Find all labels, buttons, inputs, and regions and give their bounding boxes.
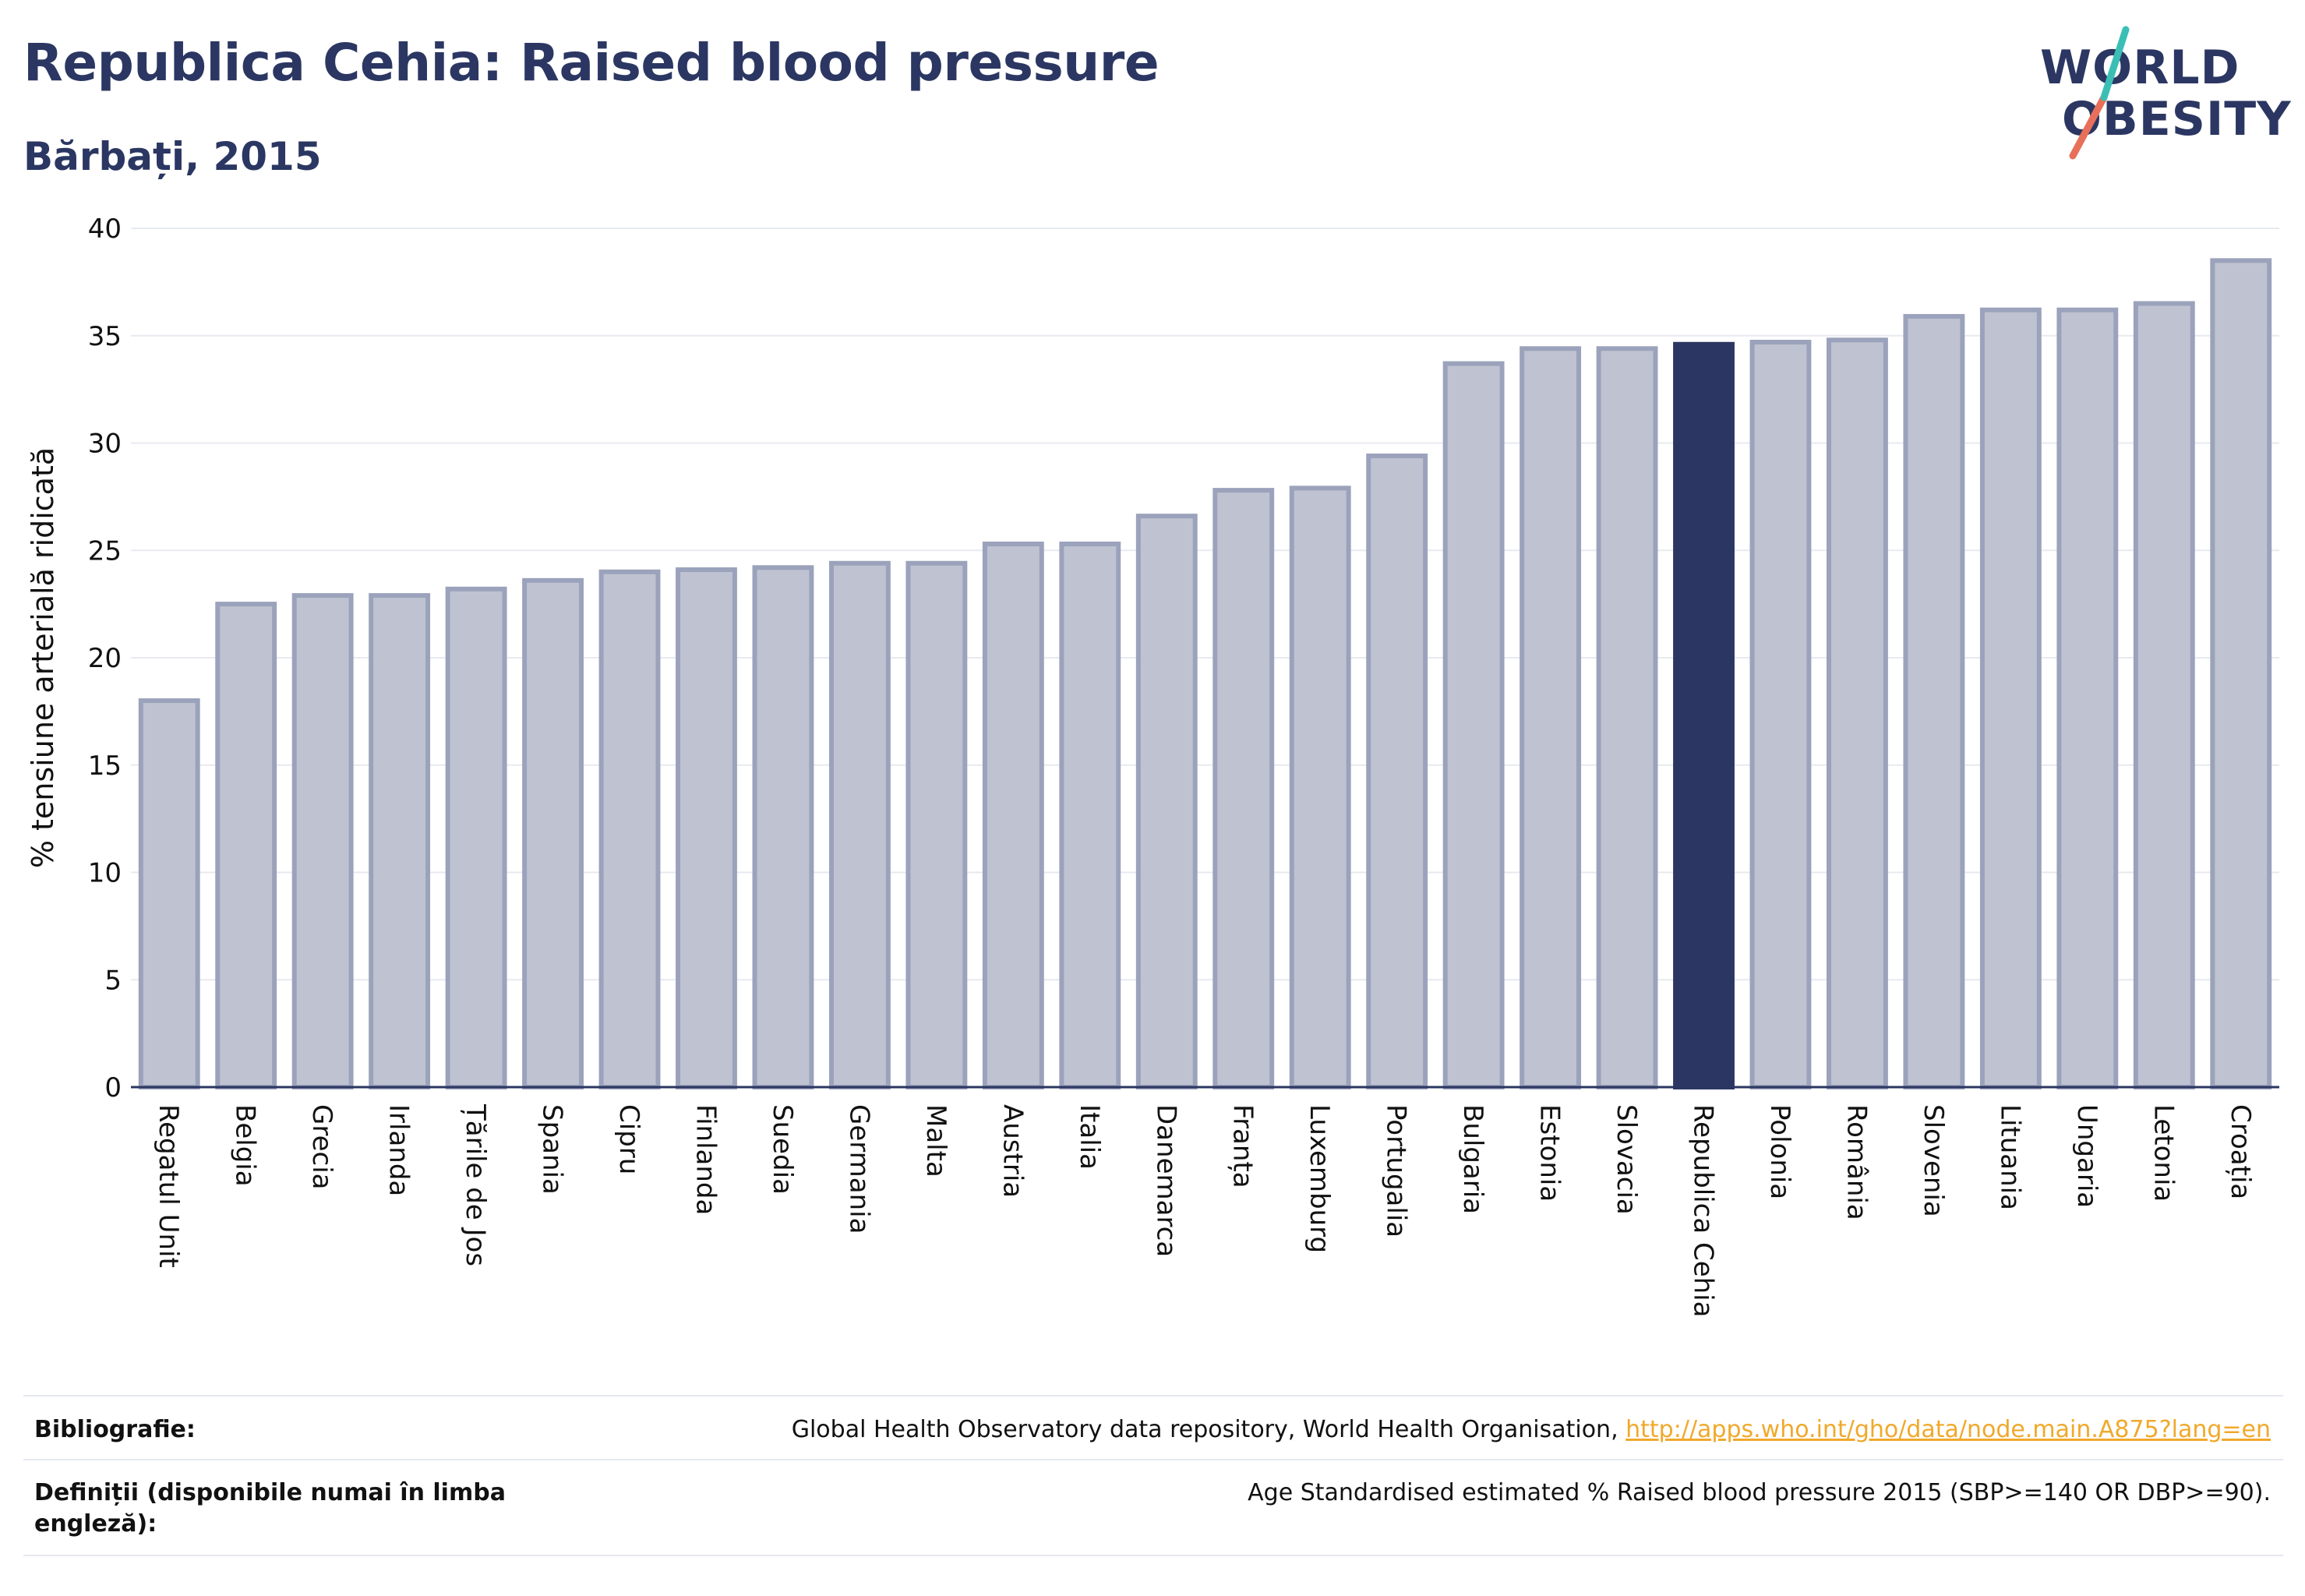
x-tick-label: Belgia xyxy=(230,1104,261,1187)
bibliography-text: Global Health Observatory data repositor… xyxy=(791,1416,1626,1443)
y-tick-label: 15 xyxy=(88,750,122,782)
x-tick-label: Estonia xyxy=(1534,1104,1565,1202)
definitions-label: Definiții (disponibile numai în limba en… xyxy=(34,1479,506,1538)
x-tick-label: Polonia xyxy=(1764,1104,1795,1199)
x-tick-label: Danemarca xyxy=(1150,1104,1181,1257)
x-tick-label: Spania xyxy=(537,1104,568,1195)
x-tick-label: Portugalia xyxy=(1381,1104,1412,1238)
x-tick-label: Grecia xyxy=(306,1104,337,1189)
x-tick-label: Regatul Unit xyxy=(153,1104,184,1268)
x-tick-label: Italia xyxy=(1074,1104,1105,1170)
x-tick-label: Bulgaria xyxy=(1457,1104,1488,1214)
x-tick-label: Irlanda xyxy=(383,1104,415,1196)
bar xyxy=(215,602,277,1089)
x-tick-label: Letonia xyxy=(2148,1104,2179,1202)
bibliography-label: Bibliografie: xyxy=(34,1416,196,1443)
bar xyxy=(522,577,584,1089)
y-tick-label: 20 xyxy=(88,643,122,674)
footer-divider-middle xyxy=(23,1459,2283,1460)
bar xyxy=(291,593,354,1089)
y-tick-label: 5 xyxy=(104,965,122,996)
bar xyxy=(1903,313,1965,1089)
bibliography-value: Global Health Observatory data repositor… xyxy=(792,1414,2271,1446)
bar xyxy=(676,567,737,1089)
bar xyxy=(1749,340,1812,1089)
logo-slash-icon xyxy=(2069,26,2130,160)
y-tick-label: 25 xyxy=(88,535,122,567)
bar xyxy=(2210,258,2272,1090)
bar xyxy=(982,541,1044,1089)
x-tick-label: Croația xyxy=(2225,1104,2256,1199)
x-tick-label: Franța xyxy=(1227,1104,1258,1188)
bar xyxy=(1596,346,1658,1089)
y-tick-label: 0 xyxy=(104,1072,122,1103)
x-tick-label: Republica Cehia xyxy=(1688,1104,1719,1317)
chart-title: Republica Cehia: Raised blood pressure xyxy=(23,33,1160,93)
bar xyxy=(1979,307,2042,1089)
bar xyxy=(138,698,200,1089)
bar xyxy=(1289,486,1351,1089)
bar xyxy=(598,569,661,1089)
x-tick-label: Țările de Jos xyxy=(460,1103,491,1266)
x-tick-label: Germania xyxy=(843,1104,874,1234)
world-obesity-logo: WORLD OBESITY xyxy=(2026,23,2291,164)
x-tick-label: Lituania xyxy=(1994,1104,2025,1210)
bar xyxy=(905,560,968,1089)
x-tick-label: Cipru xyxy=(613,1104,644,1174)
y-tick-label: 30 xyxy=(88,429,122,460)
y-tick-label: 10 xyxy=(88,858,122,889)
x-tick-label: Slovacia xyxy=(1611,1104,1642,1215)
bibliography-link[interactable]: http://apps.who.int/gho/data/node.main.A… xyxy=(1626,1416,2271,1443)
bar xyxy=(2056,307,2119,1089)
x-tick-label: România xyxy=(1841,1104,1872,1220)
x-tick-label: Finlanda xyxy=(690,1104,721,1215)
y-tick-label: 40 xyxy=(88,214,122,245)
definitions-value: Age Standardised estimated % Raised bloo… xyxy=(1248,1479,2271,1506)
x-tick-label: Suedia xyxy=(767,1104,798,1195)
bar xyxy=(1520,346,1582,1089)
bar xyxy=(445,586,507,1089)
y-tick-label: 35 xyxy=(88,321,122,352)
bar xyxy=(1135,514,1198,1089)
x-tick-label: Malta xyxy=(920,1104,951,1178)
bar xyxy=(1442,361,1505,1089)
bar xyxy=(828,560,891,1089)
y-axis-label: % tensiune arterială ridicată xyxy=(26,447,60,868)
bar xyxy=(1059,541,1121,1089)
bar xyxy=(752,565,814,1089)
bar xyxy=(369,593,431,1089)
x-tick-label: Slovenia xyxy=(1918,1104,1949,1217)
x-tick-label: Ungaria xyxy=(2071,1104,2102,1208)
x-tick-label: Austria xyxy=(997,1104,1028,1198)
logo-line-1: WORLD xyxy=(2040,41,2240,95)
bar-chart: 0 5 10 15 20 25 30 35 40 % tensiune arterială rid… xyxy=(26,214,2279,1317)
bar xyxy=(2133,301,2195,1089)
footer-divider-top xyxy=(23,1395,2283,1396)
chart-subtitle: Bărbați, 2015 xyxy=(23,134,322,179)
bar xyxy=(1827,337,1888,1089)
bar xyxy=(1366,454,1428,1089)
bar xyxy=(1673,341,1735,1089)
footer-divider-bottom xyxy=(23,1555,2283,1556)
x-tick-label: Luxemburg xyxy=(1304,1104,1335,1253)
bar xyxy=(1213,488,1275,1089)
